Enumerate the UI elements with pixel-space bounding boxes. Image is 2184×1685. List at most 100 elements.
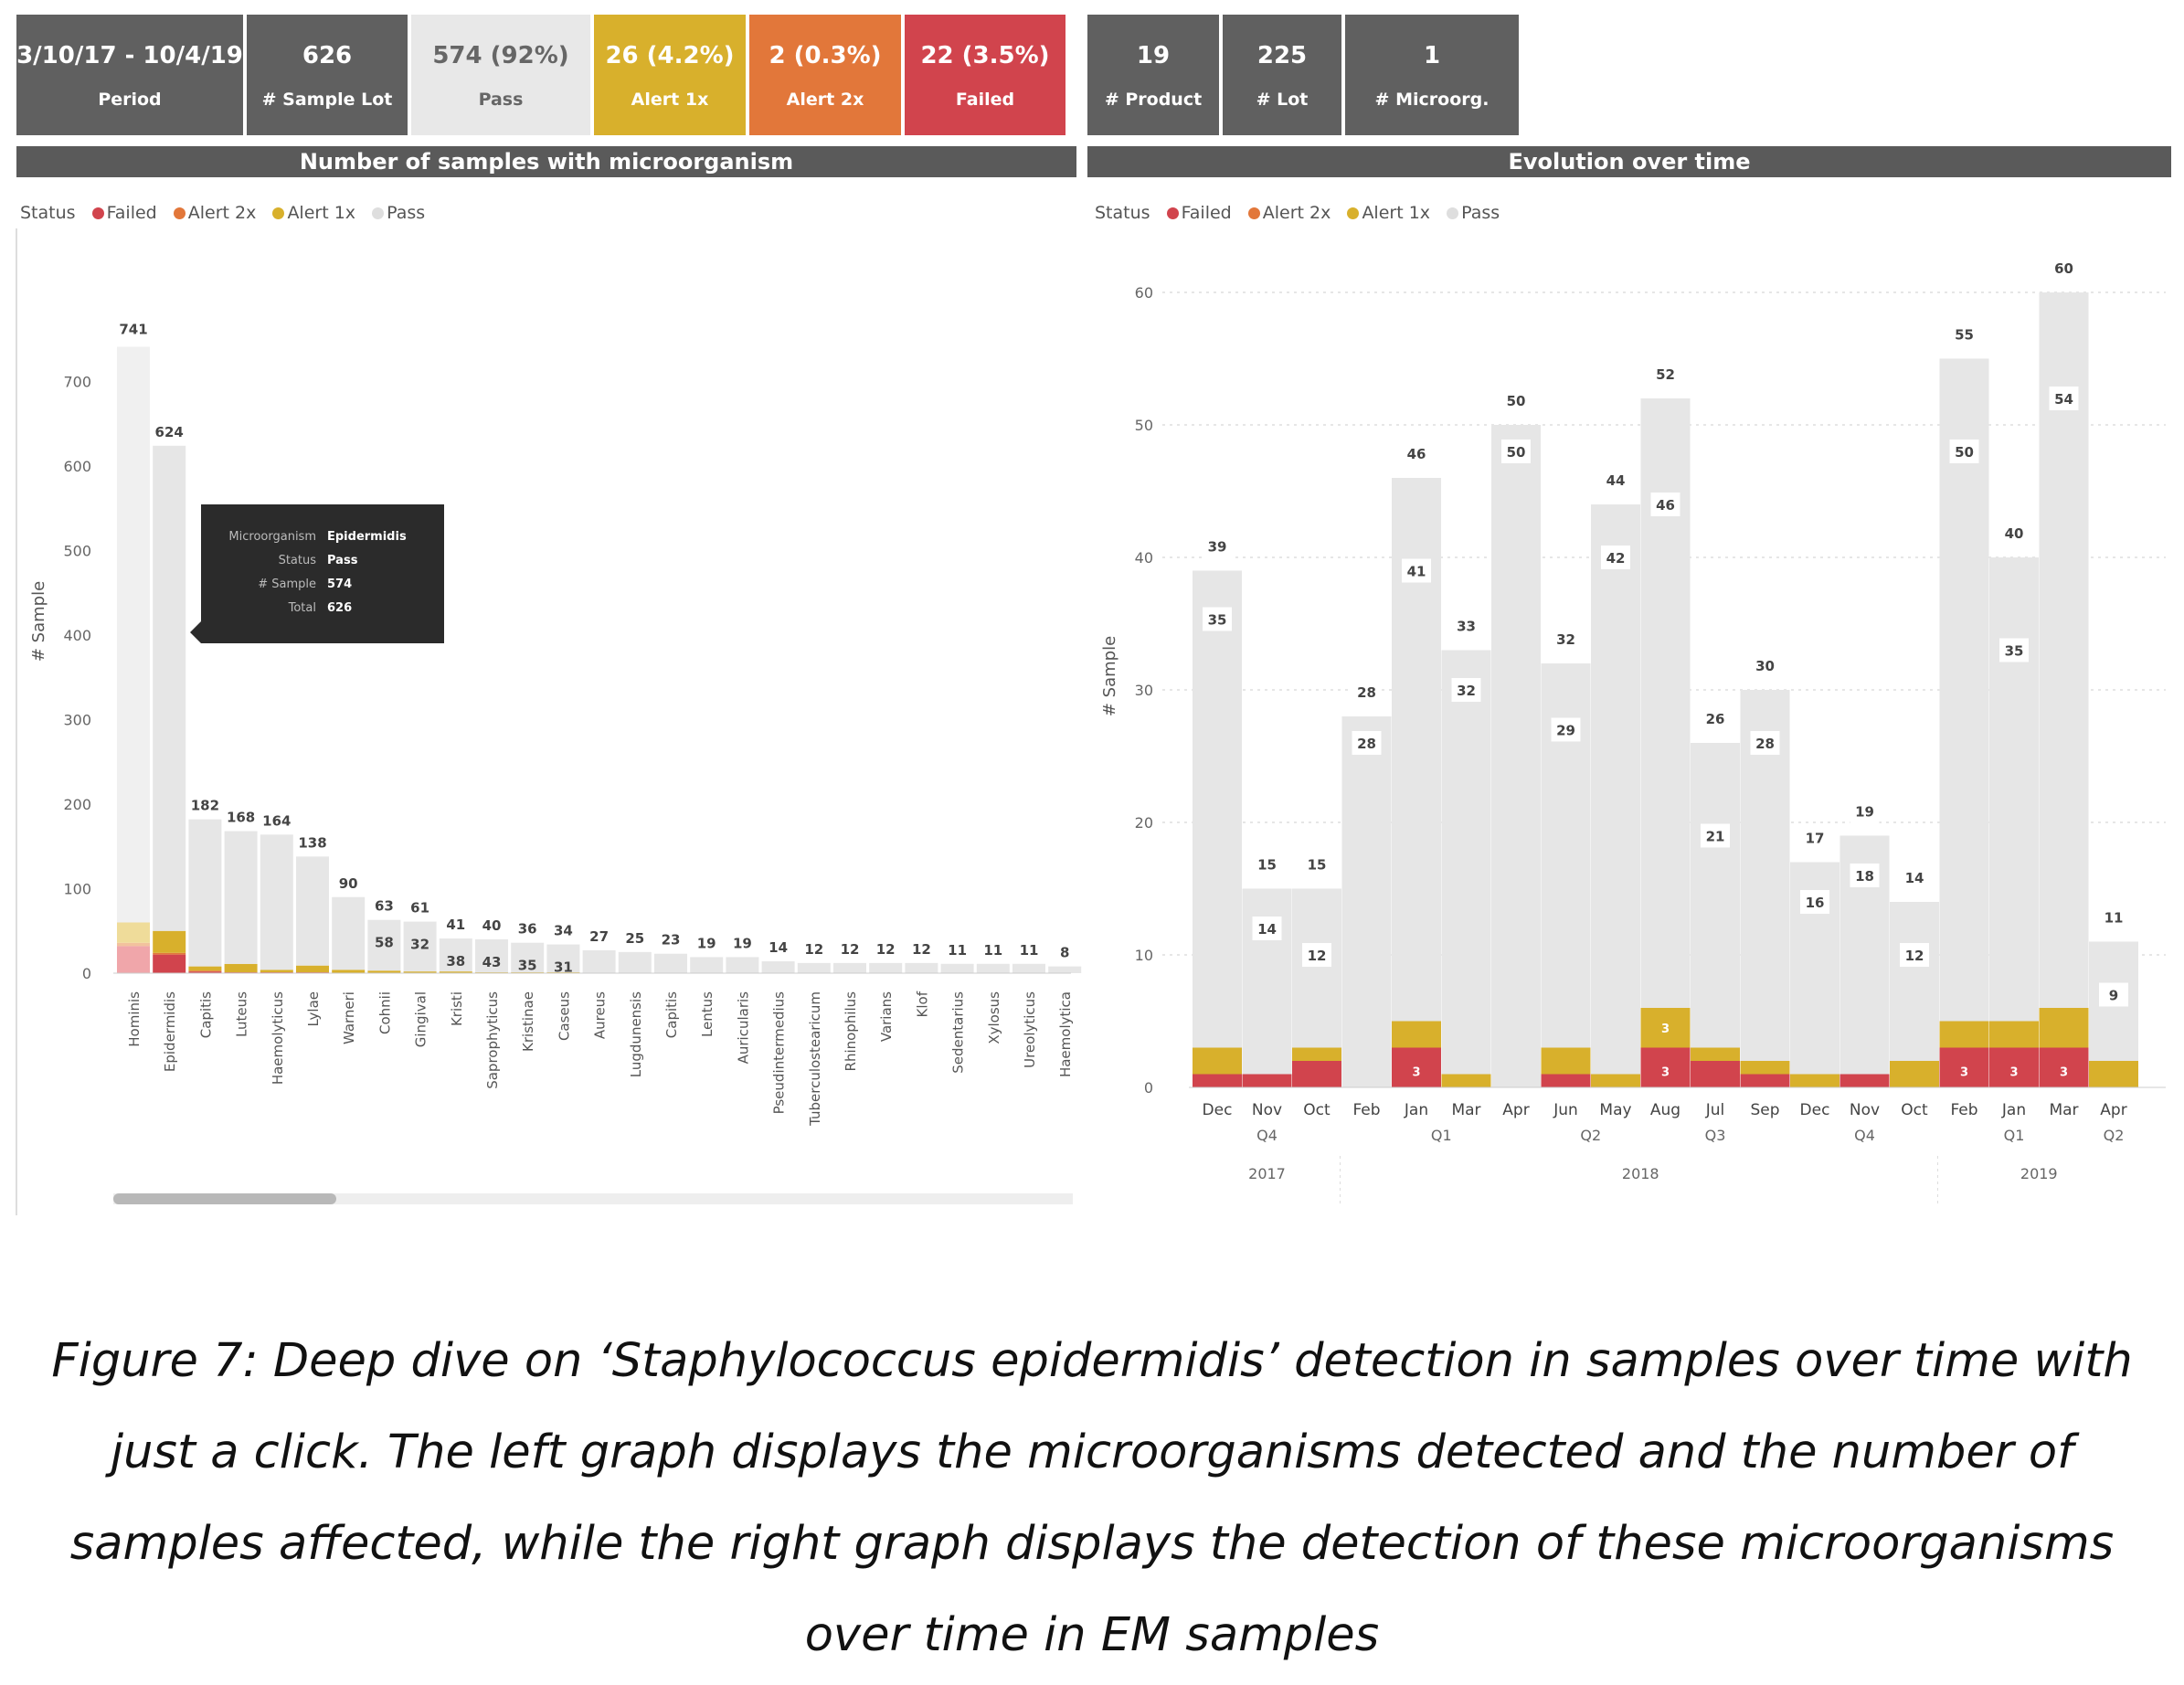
kpi-label: Alert 2x [786, 90, 864, 110]
data-label: 29 [1556, 723, 1575, 739]
label-bg [1750, 653, 1780, 677]
bar-alert1 [1989, 1021, 2039, 1048]
bar-failed [117, 946, 150, 973]
x-tick-label: Jun [1553, 1101, 1578, 1119]
legend-pass[interactable]: Pass [1461, 203, 1500, 223]
kpi-card: 3/10/17 - 10/4/19 Period [16, 15, 243, 135]
legend-alert1-dot [272, 207, 285, 219]
data-label: 15 [1257, 857, 1277, 874]
legend-alert2[interactable]: Alert 2x [187, 203, 257, 223]
kpi-value: 3/10/17 - 10/4/19 [16, 42, 243, 69]
data-label: 18 [1855, 868, 1874, 885]
data-label: 40 [2005, 525, 2024, 542]
x-tick-label: Jul [1705, 1101, 1725, 1119]
quarter-label: Q1 [2004, 1127, 2025, 1144]
x-tick-label: Oct [1303, 1101, 1331, 1119]
data-label: 30 [1755, 658, 1775, 674]
x-tick-label: Gingival [413, 991, 429, 1047]
bar-pass [1193, 570, 1242, 1048]
kpi-value: 1 [1423, 42, 1441, 69]
bar-pass [511, 942, 545, 973]
label-bg [1999, 521, 2029, 545]
data-label: 46 [1407, 446, 1426, 462]
x-tick-label: Lylae [305, 991, 322, 1026]
legend-alert1[interactable]: Alert 1x [287, 203, 356, 223]
legend-alert1[interactable]: Alert 1x [1362, 203, 1431, 223]
scrollbar-thumb[interactable] [113, 1193, 336, 1204]
data-label: 12 [841, 941, 860, 958]
x-tick-label: Oct [1901, 1101, 1928, 1119]
bar-alert1 [1740, 1061, 1790, 1075]
data-label: 52 [1656, 366, 1675, 383]
tooltip-key: # Sample [258, 578, 316, 591]
legend-failed[interactable]: Failed [1181, 203, 1232, 223]
y-axis-label: # Sample [1100, 636, 1119, 716]
legend-alert2-dot [1247, 207, 1260, 219]
data-label: 28 [1755, 736, 1775, 752]
bar-alert1 [367, 970, 401, 973]
bar-alert1 [260, 970, 293, 973]
bar-pass [869, 962, 903, 973]
x-tick-label: May [1599, 1101, 1631, 1119]
label-bg [1999, 638, 2029, 662]
legend-title: Status [20, 203, 76, 223]
legend-alert2[interactable]: Alert 2x [1262, 203, 1331, 223]
label-bg [1203, 534, 1232, 558]
scrollbar-track[interactable] [113, 1193, 1073, 1204]
data-label: 25 [625, 930, 644, 947]
bar-pass [367, 919, 401, 971]
data-label: 63 [375, 898, 394, 915]
data-label: 60 [2054, 260, 2073, 277]
data-label: 61 [410, 900, 429, 917]
figure-caption: Figure 7: Deep dive on ‘Staphylococcus e… [51, 1334, 2133, 1662]
tooltip: Microorganism Epidermidis Status Pass # Sa… [201, 504, 444, 643]
data-label: 15 [1308, 857, 1327, 874]
x-tick-label: Tuberculostearicum [807, 991, 823, 1127]
label-bg [1252, 852, 1282, 876]
data-label: 54 [2054, 391, 2073, 408]
data-label: 31 [554, 959, 573, 976]
label-bg [1850, 864, 1880, 887]
x-tick-label: Saprophyticus [484, 991, 501, 1089]
data-label: 19 [697, 935, 716, 951]
quarter-label: Q2 [1580, 1127, 1601, 1144]
legend-pass[interactable]: Pass [387, 203, 426, 223]
data-label: 32 [1556, 631, 1575, 648]
kpi-card: 574 (92%) Pass [411, 15, 590, 135]
y-tick-label: 0 [1144, 1079, 1153, 1097]
label-bg [1949, 322, 1979, 346]
x-tick-label: Epidermidis [162, 991, 178, 1072]
data-label: 11 [948, 942, 967, 959]
kpi-value: 2 (0.3%) [769, 42, 882, 69]
legend-pass-dot [1447, 207, 1459, 219]
data-label: 12 [1308, 948, 1327, 964]
x-tick-label: Pseudintermedius [771, 991, 788, 1115]
x-tick-label: Dec [1800, 1101, 1830, 1119]
bar-pass [1591, 504, 1640, 1075]
x-tick-label: Xylosus [986, 991, 1002, 1044]
legend-failed[interactable]: Failed [106, 203, 157, 223]
bar-alert1 [1890, 1061, 1939, 1087]
quarter-label: Q3 [1705, 1127, 1726, 1144]
kpi-value: 626 [302, 42, 353, 69]
x-tick-label: Jan [2001, 1101, 2026, 1119]
x-tick-label: Capitis [197, 991, 214, 1038]
kpi-value: 26 (4.2%) [605, 42, 735, 69]
legend-title: Status [1095, 203, 1150, 223]
data-label: 41 [1407, 564, 1426, 580]
label-bg [1650, 493, 1680, 516]
label-bg [1352, 731, 1382, 755]
x-tick-label: Jan [1404, 1101, 1428, 1119]
x-tick-label: Mar [2049, 1101, 2078, 1119]
data-label: 50 [1507, 393, 1526, 409]
y-tick-label: 100 [63, 881, 91, 898]
x-tick-label: Aug [1650, 1101, 1680, 1119]
segment-label: 3 [2060, 1066, 2068, 1080]
y-tick-label: 10 [1135, 947, 1153, 964]
bar-alert1 [153, 930, 186, 953]
legend-alert1-dot [1347, 207, 1360, 219]
kpi-card: 1 # Microorg. [1345, 15, 1519, 135]
x-tick-label: Apr [2100, 1101, 2126, 1119]
bar-alert1 [1292, 1047, 1341, 1061]
bar-alert1 [1193, 1047, 1242, 1075]
